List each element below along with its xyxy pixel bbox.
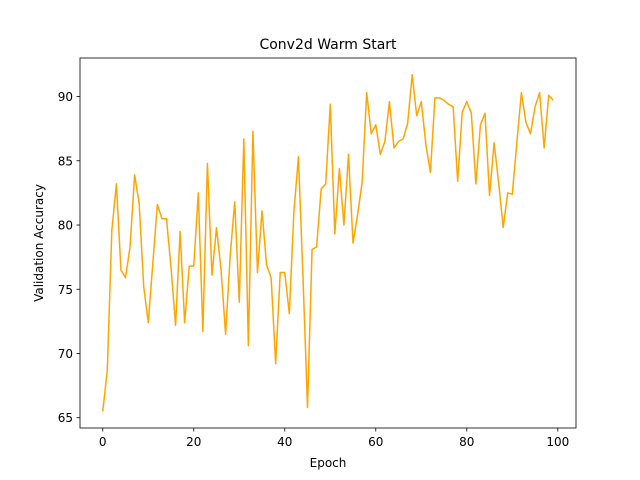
chart-title: Conv2d Warm Start	[259, 37, 397, 53]
x-tick-label: 60	[368, 435, 383, 449]
y-tick-label: 80	[58, 219, 73, 233]
y-tick-label: 90	[58, 90, 73, 104]
y-tick-label: 70	[58, 347, 73, 361]
x-axis-label: Epoch	[310, 456, 347, 470]
y-axis-label: Validation Accuracy	[32, 184, 46, 302]
x-tick-label: 20	[186, 435, 201, 449]
x-tick-label: 100	[546, 435, 569, 449]
x-tick-label: 40	[277, 435, 292, 449]
x-tick-label: 0	[99, 435, 107, 449]
y-tick-label: 85	[58, 154, 73, 168]
x-tick-label: 80	[459, 435, 474, 449]
axis-ticks: 0 20 40 60 80 100 65 70 75 80 85 90	[58, 90, 570, 449]
y-tick-label: 75	[58, 283, 73, 297]
y-tick-label: 65	[58, 411, 73, 425]
plot-area	[80, 58, 576, 428]
series-line	[102, 73, 554, 412]
plot-frame	[79, 57, 577, 429]
